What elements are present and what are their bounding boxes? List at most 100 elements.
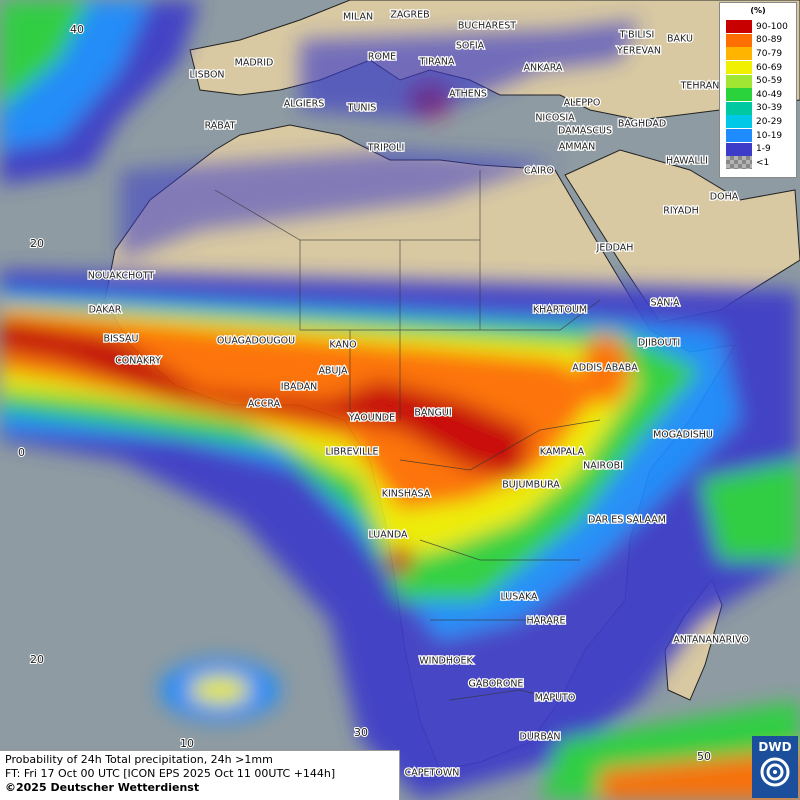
city-label: ACCRA (248, 399, 281, 410)
legend-rows: 90-100 80-89 70-79 60-69 50-59 40-49 30-39 20-2… (720, 20, 796, 170)
legend-label: 1-9 (756, 144, 771, 155)
city-label: BAGHDAD (618, 119, 666, 130)
city-label: T'BILISI (619, 30, 655, 41)
city-label: TIRANA (419, 57, 455, 68)
legend-swatch (726, 129, 752, 143)
legend-title: (%) (750, 6, 766, 15)
legend-item: 60-69 (720, 61, 796, 75)
city-label: ATHENS (449, 89, 487, 100)
legend-item: <1 (720, 156, 796, 170)
city-label: RABAT (205, 121, 236, 132)
legend-swatch (726, 74, 752, 88)
legend: (%) 90-100 80-89 70-79 60-69 50-59 40-49 30-39… (719, 2, 797, 178)
grid-labels: 40 20 0 20 10 30 50 (17, 22, 712, 764)
city-label: LISBON (189, 70, 224, 81)
city-label: LUANDA (368, 530, 408, 541)
legend-item: 1-9 (720, 142, 796, 156)
city-label: ANTANANARIVO (673, 635, 749, 646)
legend-swatch (726, 142, 752, 156)
legend-swatch (726, 115, 752, 129)
city-label: DAMASCUS (558, 126, 612, 137)
city-label: HAWALLI (666, 156, 708, 167)
legend-item: 50-59 (720, 74, 796, 88)
city-label: WINDHOEK (419, 656, 473, 667)
legend-swatch (726, 156, 752, 170)
city-label: RIYADH (663, 206, 698, 217)
footer-line: Probability of 24h Total precipitation, … (5, 753, 273, 766)
city-label: DURBAN (520, 732, 561, 743)
city-label: ADDIS ABABA (572, 363, 638, 374)
city-label: ALGIERS (284, 99, 325, 110)
city-label: BISSAU (103, 334, 138, 345)
city-label: MILAN (343, 12, 373, 23)
city-label: TRIPOLI (367, 143, 405, 154)
legend-label: 50-59 (756, 76, 783, 87)
legend-label: 70-79 (756, 48, 783, 59)
legend-swatch (726, 33, 752, 47)
city-label: YEREVAN (616, 46, 661, 57)
city-label: NICOSIA (535, 113, 575, 124)
city-label: AMMAN (559, 142, 596, 153)
footer-line: FT: Fri 17 Oct 00 UTC [ICON EPS 2025 Oct… (5, 767, 336, 780)
city-label: NAIROBI (583, 461, 623, 472)
city-label: TEHRAN (680, 81, 720, 92)
city-label: LUSAKA (500, 592, 538, 603)
legend-swatch (726, 101, 752, 115)
city-label: ANKARA (524, 63, 563, 74)
city-label: ZAGREB (390, 10, 429, 21)
legend-swatch (726, 61, 752, 75)
city-labels: MILAN ZAGREB BUCHAREST T'BILISI BAKU MADRID RO… (87, 8, 751, 780)
city-label: GABORONE (469, 679, 524, 690)
grid-label: 0 (18, 446, 25, 459)
logo-swirl (760, 757, 790, 787)
city-label: ALEPPO (564, 98, 601, 109)
grid-label: 50 (697, 750, 711, 763)
city-label: TUNIS (347, 103, 377, 114)
legend-swatch (726, 20, 752, 34)
city-label: SAN'A (651, 298, 680, 309)
legend-item: 80-89 (720, 33, 796, 48)
logo-text: DWD (758, 740, 792, 754)
legend-swatch (726, 88, 752, 102)
legend-item: 70-79 (720, 47, 796, 61)
city-label: YAOUNDE (348, 413, 395, 424)
legend-label: 60-69 (756, 62, 783, 73)
city-label: CONAKRY (115, 356, 161, 367)
city-label: ABUJA (318, 366, 348, 377)
city-label: IBADAN (281, 382, 318, 393)
legend-item: 20-29 (720, 115, 796, 129)
legend-label: 20-29 (756, 116, 783, 127)
legend-label: 90-100 (756, 21, 788, 32)
borders (214, 170, 601, 701)
legend-item: 10-19 (720, 129, 796, 143)
legend-label: 80-89 (756, 35, 783, 46)
city-label: MAPUTO (535, 693, 576, 704)
legend-label: <1 (756, 157, 770, 168)
city-label: SOFIA (456, 41, 485, 52)
city-label: JEDDAH (596, 243, 634, 254)
footer: Probability of 24h Total precipitation, … (0, 750, 400, 800)
grid-label: 20 (30, 653, 44, 666)
city-label: MOGADISHU (653, 430, 713, 441)
grid-label: 20 (30, 237, 44, 250)
city-label: LIBREVILLE (325, 447, 378, 458)
city-label: ROME (368, 52, 396, 63)
city-label: DJIBOUTI (638, 338, 680, 349)
city-label: HARARE (527, 616, 566, 627)
city-label: KHARTOUM (533, 305, 587, 316)
legend-swatch (726, 47, 752, 61)
legend-item: 30-39 (720, 101, 796, 116)
city-label: BANGUI (414, 408, 451, 419)
city-label: BAKU (667, 34, 693, 45)
legend-item: 90-100 (720, 20, 796, 34)
city-label: DAKAR (89, 305, 122, 316)
legend-label: 40-49 (756, 89, 783, 100)
city-label: NOUAKCHOTT (88, 271, 155, 282)
legend-item: 40-49 (720, 88, 796, 102)
legend-label: 30-39 (756, 103, 783, 114)
city-label: KINSHASA (382, 489, 431, 500)
city-label: DAR ES SALAAM (588, 515, 666, 526)
